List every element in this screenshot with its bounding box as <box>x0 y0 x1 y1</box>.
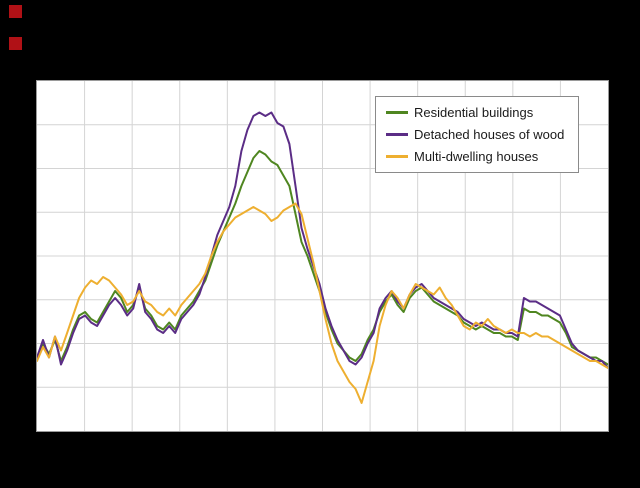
logo-mark-bottom <box>9 37 22 50</box>
series-line-multi-dwelling-houses <box>37 202 608 404</box>
detached-line-swatch <box>386 133 408 136</box>
chart-plot-area: Residential buildings Detached houses of… <box>36 80 609 432</box>
logo-mark-top <box>9 5 22 18</box>
legend-label-residential: Residential buildings <box>414 105 534 120</box>
legend-item-residential: Residential buildings <box>386 105 564 120</box>
legend-item-multidwelling: Multi-dwelling houses <box>386 149 564 164</box>
residential-line-swatch <box>386 111 408 114</box>
multidwelling-line-swatch <box>386 155 408 158</box>
series-line-detached-houses-of-wood <box>37 111 608 369</box>
legend-label-multidwelling: Multi-dwelling houses <box>414 149 539 164</box>
legend-label-detached: Detached houses of wood <box>414 127 565 142</box>
chart-legend: Residential buildings Detached houses of… <box>375 96 580 173</box>
legend-item-detached: Detached houses of wood <box>386 127 564 142</box>
